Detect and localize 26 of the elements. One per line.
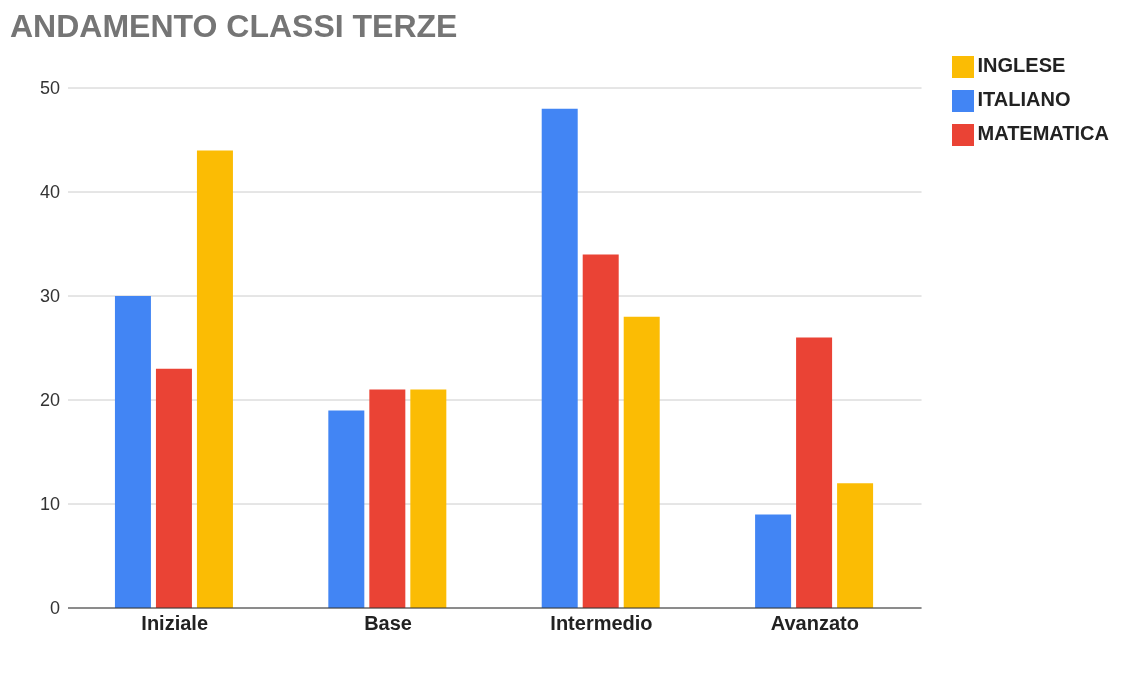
y-tick-label: 0 (49, 598, 60, 619)
bar (541, 108, 578, 608)
chart-title: ANDAMENTO CLASSI TERZE (10, 8, 459, 46)
legend-label: ITALIANO (977, 88, 1071, 110)
bar (837, 483, 874, 608)
legend-label: MATEMATICA (977, 122, 1109, 144)
y-tick-label: 30 (39, 286, 60, 307)
x-tick-label: Iniziale (141, 612, 209, 635)
bar (410, 389, 447, 608)
x-tick-label: Base (364, 612, 412, 635)
bar (114, 296, 151, 608)
y-tick-label: 50 (39, 78, 60, 99)
x-tick-label: Avanzato (770, 612, 859, 635)
bar (328, 410, 365, 608)
y-tick-label: 40 (39, 182, 60, 203)
x-tick-label: Intermedio (550, 612, 653, 635)
bar (755, 514, 792, 608)
legend-label: INGLESE (977, 54, 1066, 76)
y-tick-label: 20 (39, 390, 60, 411)
y-tick-label: 10 (39, 494, 60, 515)
bar (796, 337, 833, 608)
bar (196, 150, 233, 608)
bar (369, 389, 406, 608)
bar (623, 316, 660, 608)
bar (155, 368, 192, 608)
bar (582, 254, 619, 608)
